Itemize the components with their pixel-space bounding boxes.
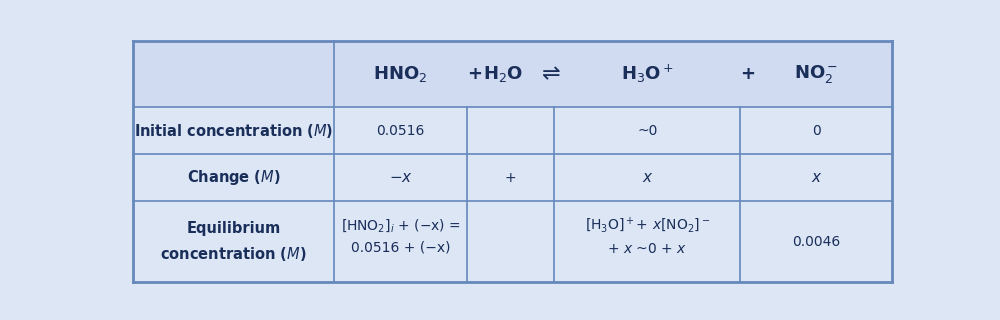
Text: 0: 0: [812, 124, 821, 138]
Bar: [133, 107, 334, 154]
Text: H$_3$O$^+$: H$_3$O$^+$: [621, 63, 674, 85]
Bar: [467, 41, 554, 107]
Text: 0.0516: 0.0516: [376, 124, 425, 138]
Text: NO$_2^-$: NO$_2^-$: [794, 63, 838, 85]
Bar: [334, 107, 467, 154]
Text: Equilibrium
concentration ($\mathbf{\mathit{M}}$): Equilibrium concentration ($\mathbf{\mat…: [160, 221, 307, 263]
Bar: [133, 154, 334, 202]
Text: $x$: $x$: [642, 170, 653, 185]
Bar: [554, 154, 740, 202]
Bar: [133, 41, 334, 107]
Text: $x$: $x$: [811, 170, 822, 185]
Bar: [467, 154, 554, 202]
Bar: [740, 154, 892, 202]
Bar: [554, 202, 740, 282]
Bar: [554, 41, 740, 107]
Text: [H$_3$O]$^+$+ $x$[NO$_2$]$^-$
+ $x$ ~0 + $x$: [H$_3$O]$^+$+ $x$[NO$_2$]$^-$ + $x$ ~0 +…: [585, 216, 710, 256]
Bar: [467, 202, 554, 282]
Text: HNO$_2$: HNO$_2$: [373, 64, 428, 84]
Bar: [133, 202, 334, 282]
Text: H$_2$O: H$_2$O: [483, 64, 523, 84]
Bar: [467, 107, 554, 154]
Bar: [740, 107, 892, 154]
Text: +: +: [741, 65, 756, 83]
Text: +: +: [505, 171, 516, 185]
Text: Change ($\mathbf{\mathit{M}}$): Change ($\mathbf{\mathit{M}}$): [187, 168, 280, 188]
Text: +: +: [467, 65, 482, 83]
Bar: [740, 202, 892, 282]
Text: ~0: ~0: [637, 124, 657, 138]
Text: $-x$: $-x$: [389, 170, 412, 185]
Bar: [740, 41, 892, 107]
Bar: [334, 202, 467, 282]
Text: 0.0046: 0.0046: [792, 235, 840, 249]
Bar: [334, 154, 467, 202]
Bar: [554, 107, 740, 154]
Bar: [334, 41, 467, 107]
Text: Initial concentration ($\mathbf{\mathit{M}}$): Initial concentration ($\mathbf{\mathit{…: [134, 122, 333, 140]
Text: [HNO$_2$]$_i$ + (−x) =
0.0516 + (−x): [HNO$_2$]$_i$ + (−x) = 0.0516 + (−x): [341, 217, 460, 254]
Text: $\rightleftharpoons$: $\rightleftharpoons$: [537, 64, 561, 84]
